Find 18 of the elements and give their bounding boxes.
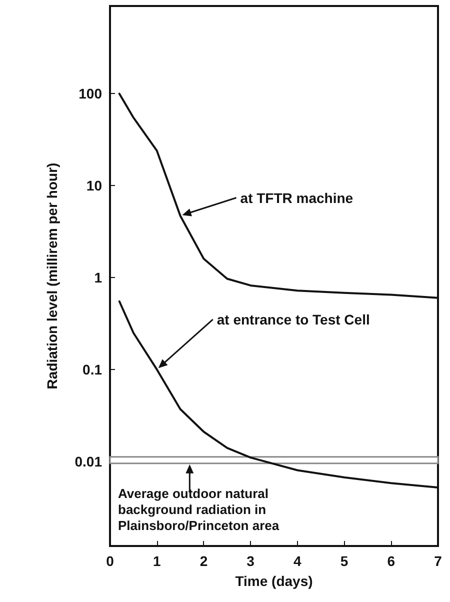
y-tick-label: 100	[78, 86, 102, 102]
x-tick-label: 0	[106, 553, 114, 569]
band-label: Average outdoor natural background radiation in Plainsboro/Princeton area	[118, 486, 280, 533]
y-tick-label: 0.01	[74, 453, 102, 470]
annotation: at entrance to Test Cell	[216, 311, 370, 328]
x-tick-label: 3	[246, 553, 255, 569]
y-axis-title: Radiation level (millirem per hour)	[44, 162, 60, 390]
x-tick-label: 5	[340, 553, 348, 569]
annotation: at TFTR machine	[240, 190, 354, 206]
x-tick-label: 2	[200, 553, 208, 569]
x-tick-label: 4	[294, 553, 302, 569]
x-tick-label: 7	[434, 553, 442, 569]
x-tick-label: 1	[152, 553, 161, 569]
x-axis-title: Time (days)	[235, 572, 313, 589]
x-tick-label: 6	[387, 553, 396, 569]
y-tick-label: 1	[94, 270, 102, 286]
y-tick-label: 10	[86, 178, 102, 194]
y-tick-label: 0.1	[82, 361, 102, 378]
